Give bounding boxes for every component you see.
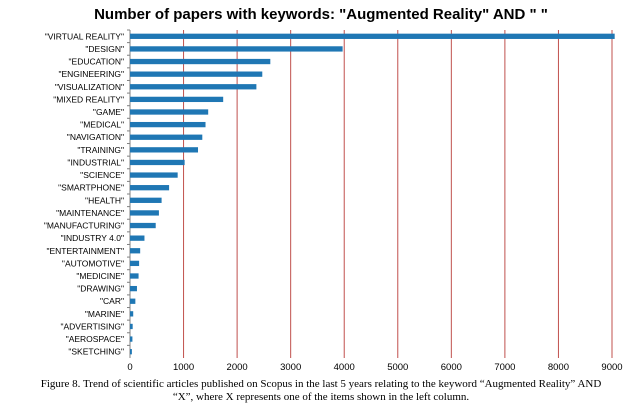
bar: [130, 323, 133, 330]
bar: [130, 84, 257, 90]
category-label: "INDUSTRIAL": [67, 157, 124, 167]
x-tick-label: 1000: [173, 362, 194, 373]
bar: [130, 260, 140, 267]
category-label: "EDUCATION": [69, 57, 124, 67]
category-label: "ADVERTISING": [60, 321, 124, 331]
category-label: "SCIENCE": [80, 170, 124, 180]
category-label: "CAR": [100, 296, 124, 306]
caption-line-2: “X”, where X represents one of the items…: [172, 391, 470, 403]
x-tick-label: 0: [127, 362, 132, 373]
bar: [130, 33, 615, 39]
bar: [130, 298, 136, 304]
bar: [130, 121, 206, 128]
bar: [130, 109, 209, 115]
category-label: "MANUFACTURING": [44, 221, 124, 231]
caption-line-1: Figure 8. Trend of scientific articles p…: [40, 378, 602, 390]
bar: [130, 185, 170, 191]
bar: [130, 285, 137, 292]
chart-title: Number of papers with keywords: "Augment…: [94, 6, 548, 23]
category-label: "MIXED REALITY": [53, 94, 124, 104]
category-label: "GAME": [93, 107, 124, 117]
category-label: "MARINE": [85, 309, 124, 319]
bar: [130, 172, 178, 178]
category-label: "DRAWING": [77, 284, 124, 294]
x-tick-label: 2000: [227, 362, 248, 373]
bar: [130, 58, 271, 65]
bar: [130, 311, 134, 317]
bar-chart: "VIRTUAL REALITY" "DESIGN" "EDUCATION" "ENG…: [44, 29, 623, 373]
category-label: "AEROSPACE": [66, 334, 124, 344]
category-label: "SKETCHING": [68, 347, 124, 357]
category-label: "AUTOMOTIVE": [62, 258, 124, 268]
bar: [130, 336, 133, 342]
category-label: "TRAINING": [77, 145, 124, 155]
bar: [130, 222, 156, 229]
category-label: "DESIGN": [85, 44, 124, 54]
category-label: "INDUSTRY 4.0": [61, 233, 124, 243]
category-label: "ENGINEERING": [58, 69, 124, 79]
bar: [130, 197, 162, 203]
category-label: "ENTERTAINMENT": [46, 246, 124, 256]
x-tick-label: 6000: [441, 362, 462, 373]
bar: [130, 46, 343, 52]
category-label: "VISUALIZATION": [55, 82, 124, 92]
x-tick-label: 4000: [334, 362, 355, 373]
bar: [130, 210, 159, 216]
x-tick-label: 7000: [494, 362, 515, 373]
bar: [130, 96, 224, 103]
bar: [130, 235, 145, 241]
bar: [130, 159, 185, 166]
category-label: "SMARTPHONE": [58, 183, 124, 193]
bar: [130, 71, 263, 77]
x-tick-label: 8000: [548, 362, 569, 373]
category-label: "MEDICAL": [80, 120, 124, 130]
chart-area: Number of papers with keywords: "Augment…: [44, 6, 623, 373]
category-label: "MAINTENANCE": [56, 208, 124, 218]
category-label: "MEDICINE": [76, 271, 124, 281]
bar: [130, 134, 203, 140]
x-tick-label: 5000: [387, 362, 408, 373]
bar: [130, 273, 139, 279]
category-label: "NAVIGATION": [67, 132, 124, 142]
category-label: "HEALTH": [85, 195, 124, 205]
bar: [130, 248, 141, 254]
x-tick-label: 3000: [280, 362, 301, 373]
category-label: "VIRTUAL REALITY": [45, 31, 124, 41]
x-tick-label: 9000: [601, 362, 622, 373]
figure-caption: Figure 8. Trend of scientific articles p…: [0, 378, 642, 404]
bar: [130, 147, 199, 153]
bar: [130, 349, 132, 355]
